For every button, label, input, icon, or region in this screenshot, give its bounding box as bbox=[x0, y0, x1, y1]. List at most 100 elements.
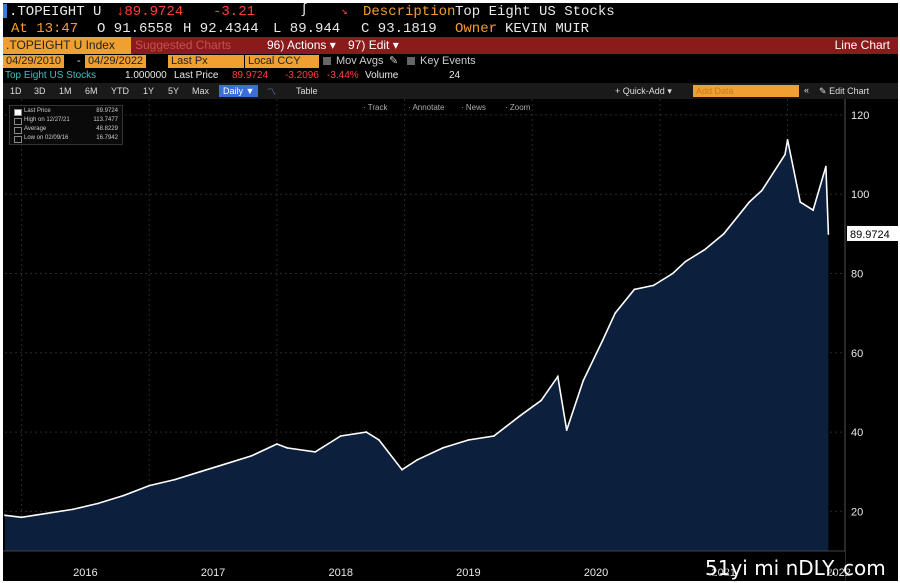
data-point bbox=[441, 447, 444, 449]
security-index-field[interactable]: .TOPEIGHT U Index bbox=[3, 37, 131, 54]
data-point bbox=[416, 458, 419, 461]
data-point bbox=[467, 439, 470, 441]
legend-swatch bbox=[14, 127, 22, 134]
y-tick-label: 100 bbox=[851, 189, 869, 201]
x-axis: 2016 2017 2018 2019 2020 2021 2022 bbox=[3, 550, 851, 581]
dropdown-caret-icon: ▾ bbox=[667, 86, 672, 96]
table-view-button[interactable]: Table bbox=[296, 86, 318, 96]
period-ytd[interactable]: YTD bbox=[111, 86, 129, 96]
dropdown-caret-icon: ▾ bbox=[392, 38, 399, 52]
legend-label: High on 12/27/21 bbox=[24, 117, 70, 123]
last-price-label: Last Price bbox=[174, 70, 219, 81]
data-point bbox=[827, 233, 830, 235]
data-point bbox=[71, 508, 74, 511]
data-point bbox=[173, 478, 176, 481]
y-tick-label: 60 bbox=[851, 348, 863, 360]
suggested-charts-tab[interactable]: Suggested Charts bbox=[135, 38, 232, 52]
legend-value: 113.7477 bbox=[93, 117, 118, 123]
key-events-checkbox[interactable] bbox=[407, 57, 415, 65]
description-value: Top Eight US Stocks bbox=[455, 4, 615, 20]
edit-menu[interactable]: 97) Edit ▾ bbox=[348, 37, 399, 54]
chart-type-title: Line Chart bbox=[834, 38, 890, 52]
data-point bbox=[365, 431, 368, 433]
add-data-input[interactable]: Add Data bbox=[693, 85, 799, 97]
edit-chart-button[interactable]: ✎ Edit Chart bbox=[819, 86, 869, 97]
edit-menu-label: Edit bbox=[368, 38, 390, 52]
menu-bar: .TOPEIGHT U Index Suggested Charts 96) A… bbox=[3, 37, 898, 54]
data-point bbox=[684, 260, 687, 263]
y-tick-label: 80 bbox=[851, 269, 863, 281]
ticker-marker bbox=[3, 4, 7, 18]
period-5y[interactable]: 5Y bbox=[168, 86, 180, 96]
chart-tools: · Track · Annotate · News · Zoom bbox=[363, 103, 531, 112]
watermark-text: 51yi mi nDLY. com bbox=[705, 556, 886, 580]
data-point bbox=[671, 272, 674, 275]
data-point bbox=[20, 516, 23, 519]
period-1d[interactable]: 1D bbox=[10, 86, 22, 96]
chart-tool-news[interactable]: · News bbox=[461, 103, 486, 112]
period-3d[interactable]: 3D bbox=[34, 86, 46, 96]
start-date-field[interactable]: 04/29/2010 bbox=[3, 55, 65, 68]
volume-value: 24 bbox=[449, 70, 461, 81]
period-6m[interactable]: 6M bbox=[85, 86, 98, 96]
date-range-dash: - bbox=[77, 55, 81, 67]
close-value: C 93.1819 bbox=[361, 21, 437, 37]
x-tick-label: 2016 bbox=[73, 567, 97, 579]
owner-value: KEVIN MUIR bbox=[505, 21, 590, 37]
legend-swatch bbox=[14, 109, 22, 116]
dropdown-caret-icon: ▼ bbox=[245, 86, 255, 96]
frequency-select[interactable]: Daily ▼ bbox=[219, 85, 259, 97]
x-tick-label: 2018 bbox=[329, 567, 353, 579]
high-value: H 92.4344 bbox=[183, 21, 259, 37]
legend-value: 16.7942 bbox=[96, 135, 118, 141]
info-last-price: 89.9724 bbox=[232, 70, 269, 81]
data-point bbox=[812, 209, 814, 211]
data-point bbox=[614, 312, 617, 315]
data-point bbox=[784, 153, 786, 156]
data-point bbox=[582, 379, 585, 382]
x-tick-label: 2022 bbox=[826, 567, 850, 579]
data-point bbox=[722, 232, 725, 235]
frequency-label: Daily bbox=[223, 86, 244, 96]
dropdown-caret-icon: ▾ bbox=[329, 38, 336, 52]
period-1m[interactable]: 1M bbox=[59, 86, 72, 96]
period-1y[interactable]: 1Y bbox=[143, 86, 155, 96]
line-chart-icon[interactable]: 〽 bbox=[267, 87, 277, 97]
quick-add-button[interactable]: + Quick-Add ▾ bbox=[615, 86, 672, 96]
actions-menu[interactable]: 96) Actions ▾ bbox=[267, 37, 336, 54]
pencil-icon[interactable]: ✎ bbox=[389, 55, 399, 67]
data-point bbox=[748, 201, 751, 204]
chart-tool-track[interactable]: · Track bbox=[363, 103, 388, 112]
legend[interactable]: Last Price 89.9724 High on 12/27/21 113.74… bbox=[9, 105, 123, 145]
period-toolbar: 1D 3D 1M 6M YTD 1Y 5Y Max Daily ▼ 〽 Tabl… bbox=[3, 83, 898, 99]
data-point bbox=[122, 494, 125, 497]
volume-label: Volume bbox=[365, 70, 399, 81]
mov-avgs-checkbox[interactable] bbox=[323, 57, 331, 65]
period-max[interactable]: Max bbox=[192, 86, 210, 96]
data-points bbox=[4, 139, 830, 519]
legend-label: Low on 02/09/16 bbox=[24, 135, 69, 141]
last-price-tag: 89.9724 bbox=[847, 225, 898, 241]
chart-tool-annotate[interactable]: · Annotate bbox=[408, 103, 445, 112]
chart-settings-row: 04/29/2010 - 04/29/2022 Last Px Local CC… bbox=[3, 54, 898, 70]
last-price-value: 89.9724 bbox=[124, 4, 184, 20]
legend-value: 48.8229 bbox=[96, 126, 118, 132]
actions-menu-label: Actions bbox=[287, 38, 327, 52]
data-point bbox=[286, 447, 289, 449]
terminal-window: .TOPEIGHT U ↓89.9724 -3.21 ∫ ↘ Descripti… bbox=[3, 3, 898, 581]
legend-row-high: High on 12/27/21 113.7477 bbox=[14, 117, 118, 125]
y-axis: 20 40 60 80 100 120 bbox=[844, 99, 869, 581]
data-point bbox=[314, 450, 317, 453]
collapse-left-icon[interactable]: « bbox=[804, 85, 810, 95]
y-tick-label: 40 bbox=[851, 427, 863, 439]
legend-row-low: Low on 02/09/16 16.7942 bbox=[14, 135, 118, 143]
currency-select[interactable]: Local CCY bbox=[245, 55, 319, 68]
security-info-row: Top Eight US Stocks 1.000000 Last Price … bbox=[3, 69, 898, 83]
data-point bbox=[518, 415, 521, 418]
price-field-select[interactable]: Last Px bbox=[168, 55, 244, 68]
end-date-field[interactable]: 04/29/2022 bbox=[85, 55, 147, 68]
chart-tool-zoom[interactable]: · Zoom bbox=[505, 103, 531, 112]
data-point bbox=[46, 512, 49, 515]
ticker-symbol[interactable]: .TOPEIGHT U bbox=[9, 4, 102, 20]
